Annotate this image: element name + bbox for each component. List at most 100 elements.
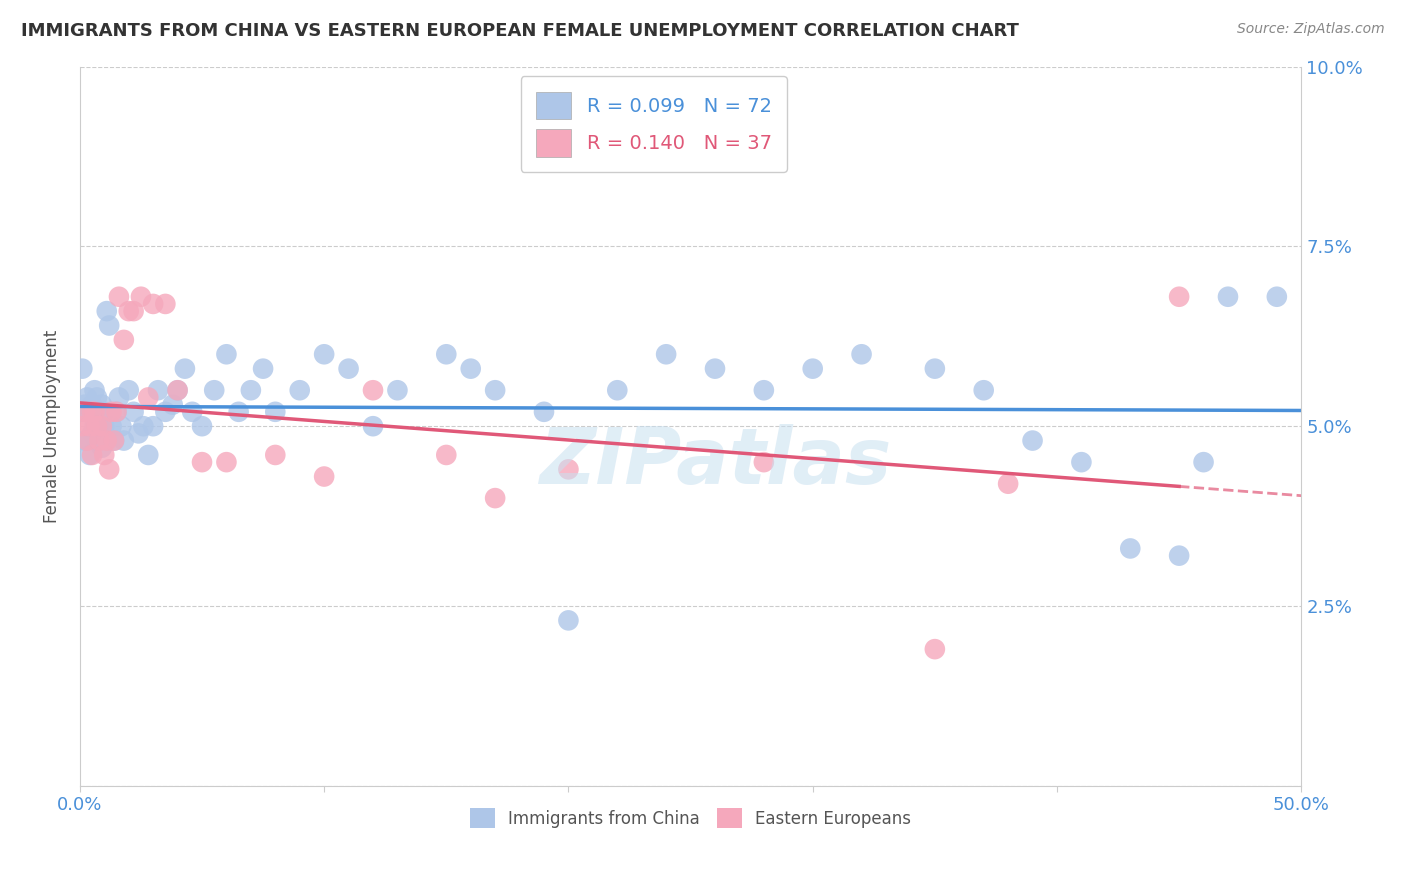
Point xyxy=(752,455,775,469)
Point xyxy=(851,347,873,361)
Point xyxy=(103,434,125,448)
Point xyxy=(752,383,775,397)
Point xyxy=(1216,290,1239,304)
Point xyxy=(132,419,155,434)
Point xyxy=(90,441,112,455)
Point xyxy=(73,405,96,419)
Point xyxy=(288,383,311,397)
Point xyxy=(86,419,108,434)
Point xyxy=(108,290,131,304)
Point xyxy=(174,361,197,376)
Point xyxy=(155,405,177,419)
Point xyxy=(90,398,112,412)
Point xyxy=(118,383,141,397)
Point xyxy=(1021,434,1043,448)
Point xyxy=(1265,290,1288,304)
Point xyxy=(1168,549,1191,563)
Point xyxy=(118,304,141,318)
Point xyxy=(239,383,262,397)
Point xyxy=(252,361,274,376)
Point xyxy=(79,448,101,462)
Point xyxy=(146,383,169,397)
Point xyxy=(86,391,108,405)
Legend: Immigrants from China, Eastern Europeans: Immigrants from China, Eastern Europeans xyxy=(464,801,918,835)
Point xyxy=(162,398,184,412)
Point xyxy=(215,347,238,361)
Point xyxy=(90,419,112,434)
Point xyxy=(103,434,125,448)
Point xyxy=(80,398,103,412)
Point xyxy=(202,383,225,397)
Point xyxy=(142,419,165,434)
Point xyxy=(997,476,1019,491)
Point xyxy=(1070,455,1092,469)
Point xyxy=(264,448,287,462)
Point xyxy=(112,333,135,347)
Text: ZIPatlas: ZIPatlas xyxy=(538,425,891,500)
Point xyxy=(924,642,946,657)
Point xyxy=(337,361,360,376)
Point xyxy=(98,318,121,333)
Point xyxy=(924,361,946,376)
Point xyxy=(191,455,214,469)
Point xyxy=(72,361,94,376)
Point xyxy=(86,434,108,448)
Point xyxy=(105,405,128,419)
Point xyxy=(72,419,94,434)
Point xyxy=(228,405,250,419)
Point xyxy=(80,426,103,441)
Point xyxy=(533,405,555,419)
Point xyxy=(361,383,384,397)
Point xyxy=(215,455,238,469)
Point xyxy=(557,613,579,627)
Point xyxy=(76,434,98,448)
Point xyxy=(1168,290,1191,304)
Point xyxy=(484,491,506,505)
Point xyxy=(80,405,103,419)
Point xyxy=(73,434,96,448)
Point xyxy=(79,405,101,419)
Point xyxy=(484,383,506,397)
Point xyxy=(83,405,105,419)
Point xyxy=(79,419,101,434)
Point xyxy=(93,448,115,462)
Point xyxy=(122,304,145,318)
Point xyxy=(96,434,118,448)
Point xyxy=(110,419,132,434)
Point xyxy=(460,361,482,376)
Point xyxy=(89,405,111,419)
Point xyxy=(973,383,995,397)
Point xyxy=(100,405,122,419)
Point xyxy=(557,462,579,476)
Point xyxy=(128,426,150,441)
Point xyxy=(80,448,103,462)
Text: IMMIGRANTS FROM CHINA VS EASTERN EUROPEAN FEMALE UNEMPLOYMENT CORRELATION CHART: IMMIGRANTS FROM CHINA VS EASTERN EUROPEA… xyxy=(21,22,1019,40)
Point xyxy=(122,405,145,419)
Point xyxy=(314,347,336,361)
Y-axis label: Female Unemployment: Female Unemployment xyxy=(44,329,60,523)
Point xyxy=(89,419,111,434)
Point xyxy=(155,297,177,311)
Point xyxy=(83,419,105,434)
Point xyxy=(704,361,727,376)
Point xyxy=(166,383,188,397)
Point xyxy=(136,448,159,462)
Point xyxy=(76,391,98,405)
Point xyxy=(100,419,122,434)
Point xyxy=(72,405,94,419)
Point xyxy=(606,383,628,397)
Text: Source: ZipAtlas.com: Source: ZipAtlas.com xyxy=(1237,22,1385,37)
Point xyxy=(1119,541,1142,556)
Point xyxy=(801,361,824,376)
Point xyxy=(181,405,204,419)
Point xyxy=(112,434,135,448)
Point xyxy=(73,398,96,412)
Point xyxy=(89,434,111,448)
Point xyxy=(166,383,188,397)
Point xyxy=(93,419,115,434)
Point xyxy=(264,405,287,419)
Point xyxy=(655,347,678,361)
Point xyxy=(129,290,152,304)
Point xyxy=(142,297,165,311)
Point xyxy=(108,391,131,405)
